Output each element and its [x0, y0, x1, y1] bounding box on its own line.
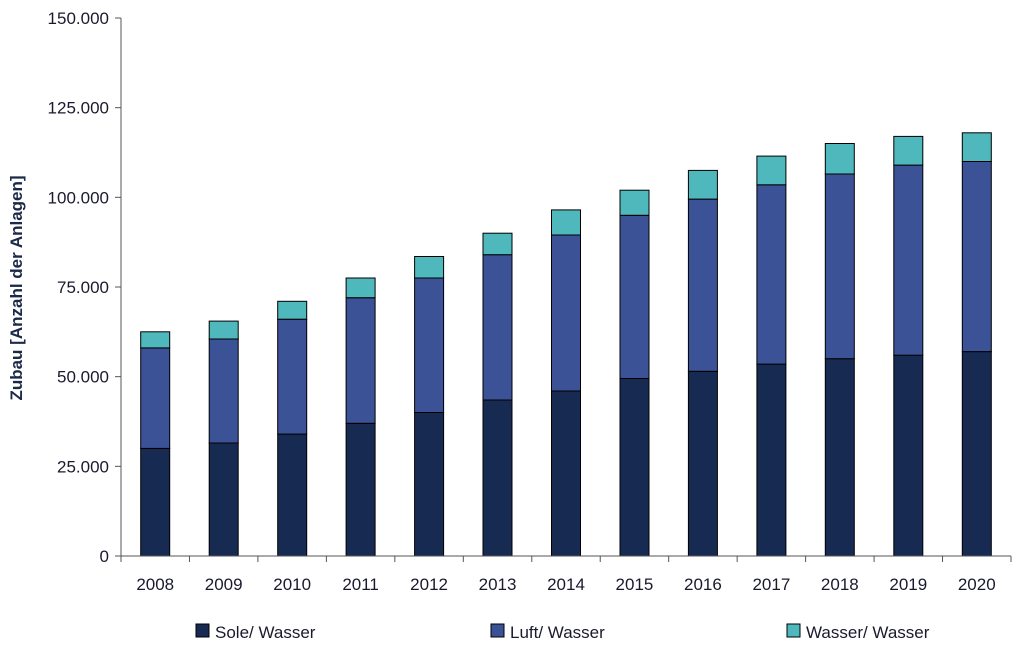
bar-2018-series-1 — [824, 173, 855, 360]
bar-2011-series-2 — [345, 277, 376, 299]
bar-2017-series-2 — [756, 155, 787, 186]
x-tick-label-2015: 2015 — [616, 575, 654, 594]
x-tick-label-2019: 2019 — [889, 575, 927, 594]
x-tick-label-2011: 2011 — [342, 575, 379, 594]
bars-group — [140, 132, 992, 557]
bar-2009-series-0 — [208, 442, 239, 557]
bar-2011-series-1 — [345, 297, 376, 424]
bar-2010-series-1 — [277, 318, 308, 435]
legend-swatch-0 — [195, 623, 210, 638]
bar-2018-series-2 — [824, 143, 855, 175]
bar-2020-series-1 — [961, 161, 992, 353]
x-tick-label-2010: 2010 — [273, 575, 311, 594]
bar-2012-series-2 — [414, 256, 445, 279]
legend-swatch-2 — [786, 623, 801, 638]
bar-2011-series-0 — [345, 422, 376, 557]
x-tick-label-2017: 2017 — [752, 575, 790, 594]
bar-2014-series-0 — [551, 390, 581, 557]
bar-2009-series-2 — [208, 320, 239, 340]
bar-2019-series-0 — [893, 354, 924, 557]
y-tick-label: 150.000 — [48, 9, 109, 28]
y-tick-label: 0 — [100, 547, 109, 566]
legend: Sole/ Wasser Luft/ Wasser Wasser/ Wasser — [195, 623, 930, 642]
bar-2019-series-2 — [893, 135, 924, 166]
x-tick-label-2016: 2016 — [684, 575, 722, 594]
bar-2015-series-1 — [619, 214, 650, 379]
legend-label-1: Luft/ Wasser — [510, 623, 605, 642]
y-tick-label: 75.000 — [57, 278, 109, 297]
bar-2012-series-1 — [414, 277, 445, 413]
bar-2010-series-2 — [277, 300, 308, 320]
x-tick-label-2020: 2020 — [958, 575, 996, 594]
bar-2017-series-0 — [756, 363, 787, 557]
y-tick-label: 100.000 — [48, 188, 109, 207]
legend-label-2: Wasser/ Wasser — [806, 623, 930, 642]
bar-2013-series-2 — [482, 232, 513, 256]
bar-2013-series-1 — [482, 254, 513, 401]
bar-2020-series-0 — [961, 351, 992, 557]
bar-2014-series-1 — [551, 234, 581, 392]
y-tick-label: 50.000 — [57, 368, 109, 387]
bar-2008-series-2 — [140, 331, 171, 349]
bar-2018-series-0 — [824, 358, 855, 557]
bar-2010-series-0 — [277, 433, 308, 557]
bar-2009-series-1 — [208, 338, 239, 444]
x-tick-label-2009: 2009 — [205, 575, 243, 594]
bar-2015-series-2 — [619, 189, 650, 216]
bar-2019-series-1 — [893, 164, 924, 356]
axes-group: 0 25.000 50.000 75.000 100.000 125.000 150.000… — [48, 9, 1012, 594]
y-tick-label: 25.000 — [57, 457, 109, 476]
x-tick-label-2013: 2013 — [479, 575, 517, 594]
bar-2008-series-0 — [140, 447, 171, 557]
bar-2016-series-2 — [687, 169, 718, 200]
x-tick-label-2012: 2012 — [410, 575, 448, 594]
legend-swatch-1 — [490, 623, 505, 638]
bar-2016-series-1 — [687, 198, 718, 372]
x-tick-label-2014: 2014 — [547, 575, 585, 594]
x-tick-label-2018: 2018 — [821, 575, 859, 594]
y-axis-title: Zubau [Anzahl der Anlagen] — [7, 175, 26, 400]
bar-2014-series-2 — [551, 209, 581, 236]
bar-2013-series-0 — [482, 399, 513, 557]
y-tick-label: 125.000 — [48, 99, 109, 118]
bar-2017-series-1 — [756, 184, 787, 365]
legend-label-0: Sole/ Wasser — [215, 623, 316, 642]
bar-2015-series-0 — [619, 378, 650, 557]
x-tick-label-2008: 2008 — [136, 575, 174, 594]
bar-2020-series-2 — [961, 132, 992, 163]
bar-2012-series-0 — [414, 412, 445, 557]
bar-2008-series-1 — [140, 347, 171, 449]
bar-2016-series-0 — [687, 370, 718, 557]
